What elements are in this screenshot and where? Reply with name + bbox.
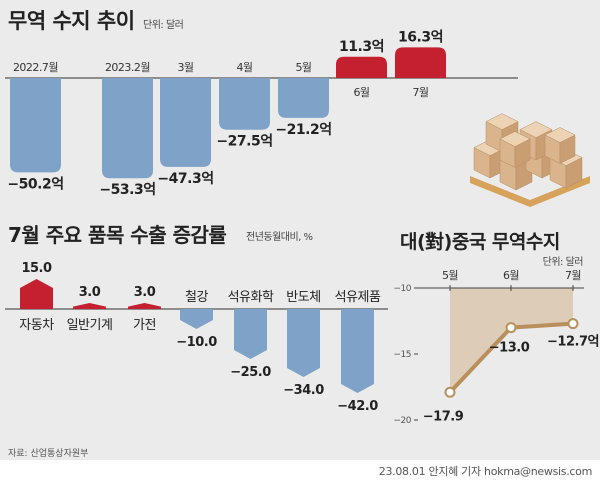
chart2-category-label: 반도체 bbox=[286, 290, 320, 305]
chart3-area bbox=[450, 288, 573, 393]
chart1-value-label: −27.5억 bbox=[216, 134, 272, 150]
chart2-value-label: −10.0 bbox=[176, 335, 217, 350]
chart1-category-label: 6월 bbox=[353, 86, 369, 99]
chart2-bar bbox=[20, 279, 53, 309]
chart2-bar bbox=[341, 309, 374, 393]
chart1-category-label: 5월 bbox=[295, 61, 311, 74]
chart1-bar bbox=[219, 78, 270, 130]
box-face bbox=[499, 131, 531, 147]
chart1-category-label: 7월 bbox=[412, 86, 428, 99]
chart3-point bbox=[444, 386, 456, 398]
chart1-title: 무역 수지 추이 bbox=[8, 9, 135, 33]
chart2-title: 7월 주요 품목 수출 증감률 bbox=[8, 223, 226, 247]
chart1-bar bbox=[278, 78, 329, 118]
chart2-value-label: 3.0 bbox=[134, 285, 156, 300]
chart2-value-label: −42.0 bbox=[337, 399, 378, 414]
chart2-category-label: 자동차 bbox=[19, 318, 54, 333]
chart3-value-label: −17.9 bbox=[423, 409, 464, 424]
chart1-bar bbox=[336, 56, 387, 78]
chart1-bar bbox=[10, 78, 61, 173]
chart2-unit: 전년동월대비, % bbox=[246, 231, 313, 243]
chart3-unit: 단위: 달러 bbox=[543, 255, 583, 268]
chart1-category-label: 4월 bbox=[236, 61, 252, 74]
chart2-category-label: 석유화학 bbox=[228, 290, 274, 305]
chart1-category-label: 2022.7월 bbox=[13, 61, 58, 74]
chart1-value-label: 16.3억 bbox=[398, 29, 443, 45]
chart2-bar bbox=[180, 309, 213, 329]
pallet bbox=[470, 176, 590, 207]
chart2-category-label: 가전 bbox=[133, 318, 156, 333]
cardboard-boxes-illustration bbox=[470, 113, 590, 207]
chart2-value-label: −25.0 bbox=[230, 365, 271, 380]
source-note: 자료: 산업통상자원부 bbox=[8, 449, 89, 459]
chart2-bar bbox=[73, 303, 106, 309]
box-face bbox=[485, 113, 519, 130]
chart2-value-label: 15.0 bbox=[21, 261, 52, 276]
chart3-title: 대(對)중국 무역수지 bbox=[400, 231, 560, 253]
chart3-category-label: 5월 bbox=[442, 269, 458, 282]
chart2-category-label: 석유제품 bbox=[335, 290, 381, 305]
chart3-ytick-label: −10 bbox=[394, 284, 412, 294]
chart3-ytick-label: −15 bbox=[394, 350, 412, 360]
chart1-category-label: 3월 bbox=[177, 61, 193, 74]
chart3-ytick-label: −20 bbox=[394, 416, 412, 426]
chart1-value-label: −47.3억 bbox=[157, 171, 213, 187]
chart2-bar bbox=[128, 303, 161, 309]
chart2-category-label: 일반기계 bbox=[67, 318, 113, 333]
chart1-value-label: −21.2억 bbox=[275, 122, 331, 138]
chart3-category-label: 7월 bbox=[565, 269, 581, 282]
chart3-category-label: 6월 bbox=[503, 269, 519, 282]
chart1-value-label: −50.2억 bbox=[7, 176, 63, 192]
chart3-value-label: −13.0 bbox=[489, 341, 530, 356]
chart1-bar bbox=[160, 78, 211, 167]
chart2-value-label: 3.0 bbox=[79, 285, 101, 300]
credit-line: 23.08.01 안지혜 기자 hokma@newsis.com bbox=[378, 465, 593, 478]
box-face bbox=[544, 127, 576, 143]
chart3-point bbox=[505, 322, 517, 334]
footer-strip bbox=[0, 460, 600, 480]
chart3-value-label: −12.7억 bbox=[547, 335, 599, 350]
chart1-unit: 단위: 달러 bbox=[143, 18, 183, 31]
chart3-point bbox=[567, 318, 579, 330]
box-face bbox=[519, 121, 553, 138]
chart1-value-label: −53.3억 bbox=[99, 182, 155, 198]
chart2-category-label: 철강 bbox=[185, 290, 208, 305]
chart1-bar bbox=[102, 78, 153, 179]
chart1-category-label: 2023.2월 bbox=[105, 61, 150, 74]
chart2-bar bbox=[234, 309, 267, 359]
chart2-value-label: −34.0 bbox=[283, 383, 324, 398]
chart1-value-label: 11.3억 bbox=[339, 39, 384, 55]
chart1-bar bbox=[395, 47, 446, 78]
chart2-bar bbox=[287, 309, 320, 377]
